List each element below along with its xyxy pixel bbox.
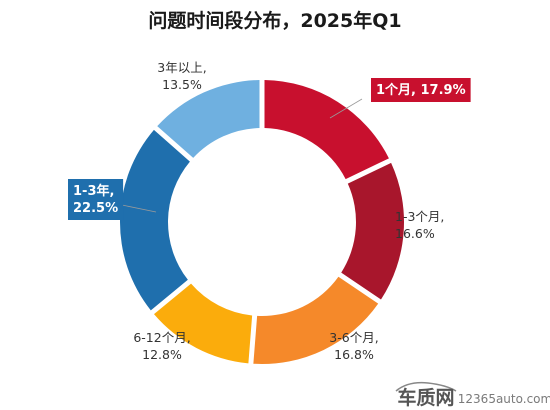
slice-label-3: 3-6个月, 16.8% — [329, 330, 378, 362]
slice-label-2: 1-3个月, 16.6% — [395, 209, 444, 241]
slice-1 — [264, 80, 389, 180]
slice-label-text-3: 3-6个月, 16.8% — [329, 330, 378, 362]
slice-label-value-6: 13.5% — [162, 77, 202, 92]
slice-label-value-4: 12.8% — [142, 347, 182, 362]
slice-label-value-2: 16.6% — [395, 226, 435, 241]
chart-title: 问题时间段分布，2025年Q1 — [148, 9, 401, 32]
slice-label-1: 1个月, 17.9% — [371, 78, 471, 102]
slice-label-name-4: 6-12个月, — [133, 330, 190, 345]
slice-label-text-1: 1个月, 17.9% — [376, 82, 466, 98]
watermark-site: 12365auto.com — [458, 392, 550, 406]
slice-label-text-5: 1-3年, 22.5% — [73, 183, 118, 216]
watermark: 车质网 12365auto.com — [395, 381, 550, 409]
watermark-car-icon — [395, 381, 457, 392]
slice-4 — [153, 283, 253, 364]
slice-label-value-5: 22.5% — [73, 201, 118, 216]
slice-label-5: 1-3年, 22.5% — [68, 179, 124, 220]
label-box-5 — [68, 179, 124, 220]
slice-label-value-1: 17.9% — [421, 83, 466, 98]
slice-label-value-3: 16.8% — [334, 347, 374, 362]
label-box-1 — [371, 78, 471, 102]
slice-label-text-6: 3年以上, 13.5% — [157, 60, 206, 92]
leader-line-1 — [329, 98, 363, 119]
slice-label-name-1: 1个月, — [376, 82, 421, 98]
slice-5 — [119, 129, 190, 311]
slice-3 — [253, 276, 379, 365]
slice-label-text-4: 6-12个月, 12.8% — [133, 330, 190, 362]
slice-label-text-2: 1-3个月, 16.6% — [395, 209, 444, 241]
slice-label-name-2: 1-3个月, — [395, 209, 444, 224]
slice-label-name-5: 1-3年, — [73, 183, 114, 199]
leader-line-5 — [121, 204, 157, 213]
slice-label-name-6: 3年以上, — [157, 60, 206, 75]
slice-label-name-3: 3-6个月, — [329, 330, 378, 345]
labels-group: 1个月, 17.9% 1-3个月, 16.6% 3-6个月, 16.8% 6-12个月, 1… — [68, 60, 471, 362]
slice-label-4: 6-12个月, 12.8% — [133, 330, 190, 362]
slices-group — [119, 80, 404, 365]
slice-6 — [157, 80, 260, 158]
slice-2 — [341, 162, 404, 300]
slice-label-6: 3年以上, 13.5% — [157, 60, 206, 92]
watermark-brand: 车质网 — [397, 386, 454, 409]
